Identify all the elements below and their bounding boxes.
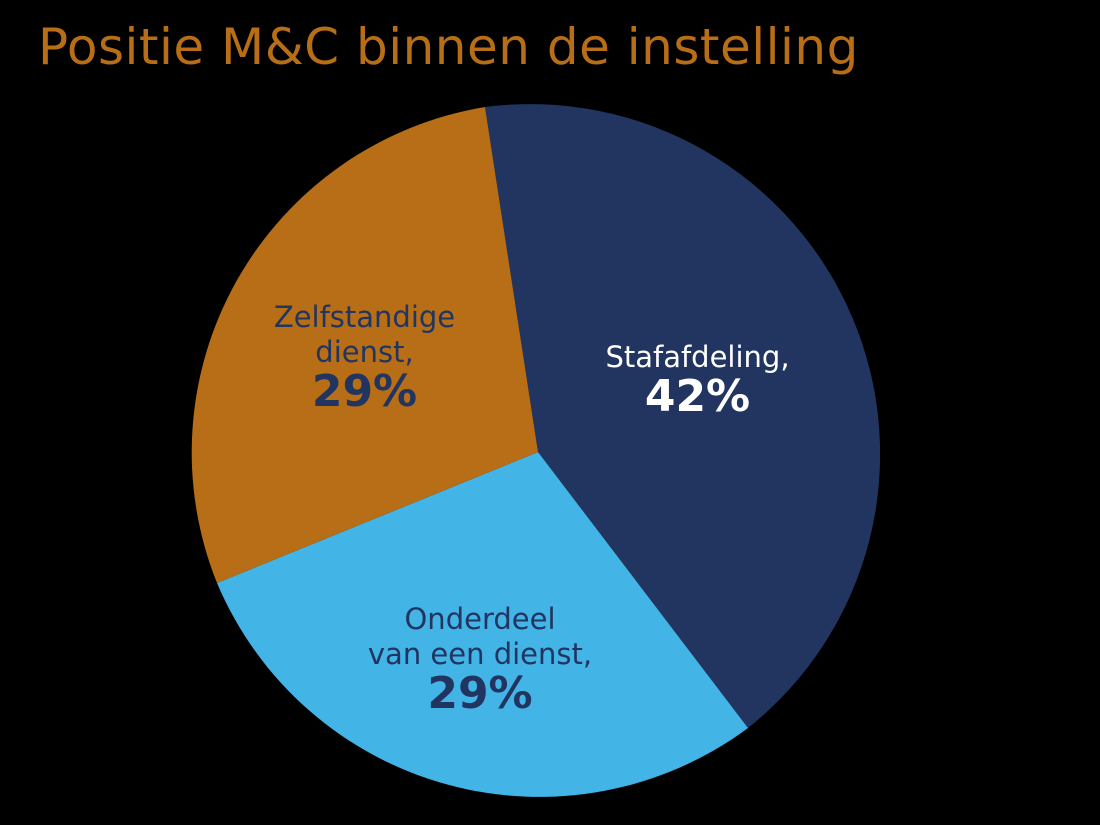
label-stafafdeling-pct: 42% [644,370,751,422]
slice-zelfstandige [191,107,538,583]
label-zelfstandige-name-1: Zelfstandige [273,300,456,334]
chart-title: Positie M&C binnen de instelling [38,18,859,76]
label-stafafdeling-name: Stafafdeling, [605,340,790,374]
label-zelfstandige: Zelfstandige dienst, 29% [222,300,507,414]
label-onderdeel-pct: 29% [427,667,533,719]
label-zelfstandige-name-2: dienst, [315,334,414,369]
slice-stafafdeling [485,104,881,729]
label-zelfstandige-pct: 29% [311,365,418,417]
label-stafafdeling: Stafafdeling, 42% [555,340,840,419]
label-onderdeel: Onderdeel van een dienst, 29% [330,602,630,716]
slice-onderdeel [217,452,748,797]
label-onderdeel-name-2: van een dienst, [367,636,593,671]
label-onderdeel-name-1: Onderdeel [404,602,556,636]
